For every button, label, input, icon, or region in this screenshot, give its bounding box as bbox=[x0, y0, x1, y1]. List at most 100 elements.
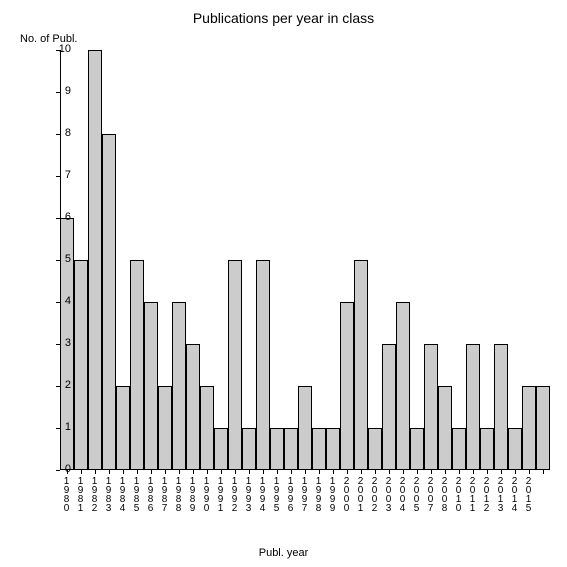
x-tick-mark bbox=[515, 470, 516, 474]
bar bbox=[382, 344, 396, 470]
bar bbox=[536, 386, 550, 470]
y-tick-mark bbox=[56, 344, 60, 345]
y-tick-label: 2 bbox=[46, 379, 71, 391]
x-tick-mark bbox=[179, 470, 180, 474]
x-tick-label: 1996 bbox=[286, 476, 296, 512]
x-tick-label: 1992 bbox=[230, 476, 240, 512]
x-tick-mark bbox=[333, 470, 334, 474]
x-tick-mark bbox=[417, 470, 418, 474]
x-tick-mark bbox=[375, 470, 376, 474]
bar bbox=[116, 386, 130, 470]
x-tick-mark bbox=[529, 470, 530, 474]
y-tick-label: 1 bbox=[46, 421, 71, 433]
x-tick-label: 1984 bbox=[118, 476, 128, 512]
y-tick-label: 5 bbox=[46, 253, 71, 265]
x-tick-mark bbox=[137, 470, 138, 474]
bar bbox=[452, 428, 466, 470]
y-tick-label: 8 bbox=[46, 127, 71, 139]
y-tick-mark bbox=[56, 50, 60, 51]
bar bbox=[158, 386, 172, 470]
x-tick-mark bbox=[347, 470, 348, 474]
plot-area bbox=[60, 50, 550, 470]
x-tick-label: 1985 bbox=[132, 476, 142, 512]
x-tick-mark bbox=[445, 470, 446, 474]
y-tick-mark bbox=[56, 428, 60, 429]
x-tick-mark bbox=[459, 470, 460, 474]
y-tick-mark bbox=[56, 134, 60, 135]
bar bbox=[508, 428, 522, 470]
bar bbox=[494, 344, 508, 470]
x-tick-mark bbox=[221, 470, 222, 474]
x-tick-mark bbox=[263, 470, 264, 474]
bar bbox=[368, 428, 382, 470]
x-tick-label: 2008 bbox=[440, 476, 450, 512]
x-tick-mark bbox=[403, 470, 404, 474]
bar bbox=[74, 260, 88, 470]
y-tick-mark bbox=[56, 386, 60, 387]
y-tick-label: 7 bbox=[46, 169, 71, 181]
bar bbox=[172, 302, 186, 470]
x-tick-mark bbox=[291, 470, 292, 474]
x-tick-mark bbox=[151, 470, 152, 474]
bar bbox=[396, 302, 410, 470]
x-tick-label: 2011 bbox=[468, 476, 478, 512]
x-tick-mark bbox=[165, 470, 166, 474]
x-tick-label: 2005 bbox=[412, 476, 422, 512]
x-tick-label: 2014 bbox=[510, 476, 520, 512]
bar bbox=[298, 386, 312, 470]
x-tick-label: 2003 bbox=[384, 476, 394, 512]
bar bbox=[438, 386, 452, 470]
x-tick-label: 1995 bbox=[272, 476, 282, 512]
chart-title: Publications per year in class bbox=[0, 10, 567, 26]
x-tick-mark bbox=[123, 470, 124, 474]
x-tick-mark bbox=[81, 470, 82, 474]
x-tick-mark bbox=[193, 470, 194, 474]
y-tick-label: 3 bbox=[46, 337, 71, 349]
bar bbox=[326, 428, 340, 470]
x-tick-mark bbox=[235, 470, 236, 474]
x-tick-label: 1994 bbox=[258, 476, 268, 512]
x-tick-mark bbox=[389, 470, 390, 474]
x-tick-label: 1981 bbox=[76, 476, 86, 512]
bar bbox=[424, 344, 438, 470]
bar bbox=[340, 302, 354, 470]
x-tick-label: 1986 bbox=[146, 476, 156, 512]
x-tick-mark bbox=[305, 470, 306, 474]
x-tick-label: 1999 bbox=[328, 476, 338, 512]
x-tick-label: 1990 bbox=[202, 476, 212, 512]
x-tick-mark bbox=[501, 470, 502, 474]
x-tick-label: 1987 bbox=[160, 476, 170, 512]
x-tick-label: 2004 bbox=[398, 476, 408, 512]
y-tick-mark bbox=[56, 176, 60, 177]
y-tick-mark bbox=[56, 260, 60, 261]
y-tick-label: 6 bbox=[46, 211, 71, 223]
bar bbox=[144, 302, 158, 470]
x-tick-label: 1993 bbox=[244, 476, 254, 512]
x-tick-mark bbox=[431, 470, 432, 474]
x-tick-mark bbox=[95, 470, 96, 474]
x-tick-label: 1980 bbox=[62, 476, 72, 512]
bar bbox=[228, 260, 242, 470]
y-tick-mark bbox=[56, 470, 60, 471]
bar bbox=[480, 428, 494, 470]
bar bbox=[284, 428, 298, 470]
x-tick-label: 1997 bbox=[300, 476, 310, 512]
x-tick-label: 2001 bbox=[356, 476, 366, 512]
x-tick-label: 2000 bbox=[342, 476, 352, 512]
x-tick-mark bbox=[319, 470, 320, 474]
y-tick-label: 9 bbox=[46, 85, 71, 97]
x-axis-label: Publ. year bbox=[0, 547, 567, 559]
bar bbox=[312, 428, 326, 470]
x-tick-label: 1988 bbox=[174, 476, 184, 512]
x-tick-mark bbox=[473, 470, 474, 474]
x-tick-label: 2013 bbox=[496, 476, 506, 512]
x-tick-label: 2012 bbox=[482, 476, 492, 512]
x-tick-label: 2010 bbox=[454, 476, 464, 512]
x-tick-mark bbox=[249, 470, 250, 474]
x-tick-mark bbox=[277, 470, 278, 474]
bar bbox=[466, 344, 480, 470]
x-tick-label: 1989 bbox=[188, 476, 198, 512]
x-tick-mark bbox=[361, 470, 362, 474]
bar bbox=[214, 428, 228, 470]
chart-container: Publications per year in class No. of Pu… bbox=[0, 0, 567, 567]
